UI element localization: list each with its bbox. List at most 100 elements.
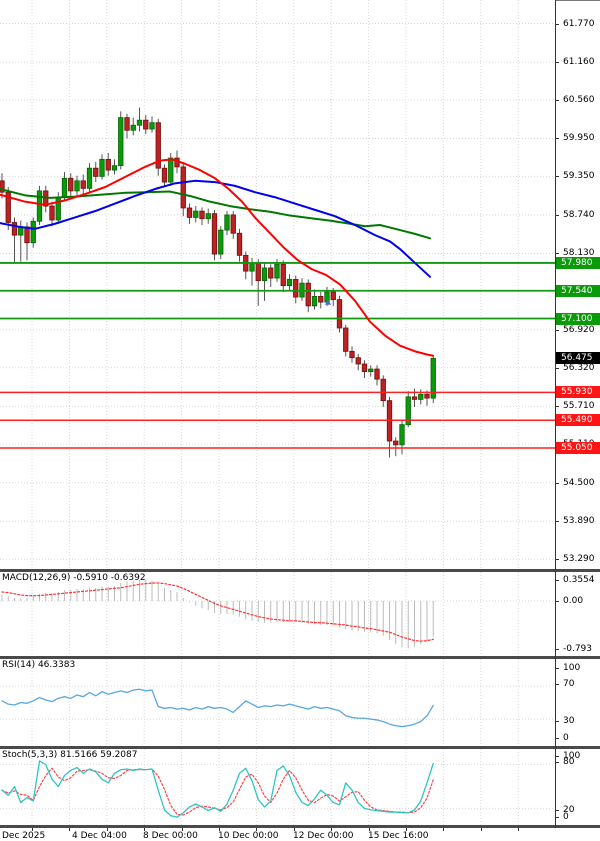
bear-candle — [186, 207, 193, 218]
axis-tick — [555, 100, 559, 101]
price-axis-border — [555, 0, 556, 828]
level-lines — [0, 262, 555, 449]
axis-tick — [555, 738, 559, 739]
rsi-title: RSI(14) 46.3383 — [2, 660, 76, 670]
bear-candle — [143, 119, 149, 130]
bear-candle — [5, 191, 11, 223]
stochastic-panel[interactable]: Stoch(5,3,3) 81.5166 59.2087 — [0, 749, 555, 825]
time-tick — [144, 828, 145, 831]
time-tick — [182, 828, 183, 831]
bear-candle — [80, 180, 86, 189]
axis-tick-label: 54.500 — [563, 478, 595, 488]
panel-separator[interactable] — [0, 569, 600, 572]
axis-tick — [555, 330, 559, 331]
price-axis[interactable]: 61.770 61.160 60.560 59.950 59.350 58.740 58.1… — [555, 0, 600, 841]
bull-candle — [149, 122, 155, 130]
bull-candle — [205, 213, 211, 220]
axis-tick-label: 61.770 — [563, 19, 595, 29]
stochastic-title: Stoch(5,3,3) 81.5166 59.2087 — [2, 750, 138, 760]
bull-candle — [193, 210, 199, 218]
bull-candle — [218, 229, 224, 255]
bear-candle — [374, 368, 380, 380]
rsi-panel[interactable]: RSI(14) 46.3383 — [0, 659, 555, 746]
bear-candle — [0, 180, 5, 193]
stochastic-chart[interactable] — [0, 749, 555, 825]
bull-candle — [74, 180, 80, 192]
bear-candle — [211, 213, 218, 255]
panel-separator[interactable] — [0, 656, 600, 659]
rsi-chart[interactable] — [0, 659, 555, 746]
bear-candle — [411, 396, 418, 400]
bear-candle — [155, 122, 161, 169]
date-label: Dec 2025 — [2, 831, 46, 841]
bear-candle — [236, 232, 243, 256]
macd-title: MACD(12,26,9) -0.5910 -0.6392 — [2, 573, 146, 583]
bear-candle — [318, 296, 324, 303]
axis-tick-label: 59.950 — [563, 133, 595, 143]
axis-tick-label: 56.920 — [563, 325, 595, 335]
moving-averages — [0, 158, 434, 357]
resistance-price-box: 57.980 — [556, 257, 600, 269]
bull-candle — [249, 262, 255, 272]
panel-separator[interactable] — [0, 746, 600, 749]
main-price-panel[interactable] — [0, 0, 555, 569]
macd-chart[interactable] — [0, 572, 555, 656]
bull-candle — [399, 424, 405, 446]
ma-green-line — [0, 188, 431, 240]
stoch-level-lines — [0, 764, 555, 809]
bull-candle — [405, 396, 411, 426]
time-tick — [107, 828, 108, 831]
bull-candle — [311, 296, 318, 307]
date-label: 12 Dec 00:00 — [293, 831, 354, 841]
date-label: 15 Dec 16:00 — [368, 831, 429, 841]
macd-signal-line — [1, 582, 434, 642]
axis-tick — [555, 406, 559, 407]
bear-candle — [361, 363, 368, 372]
bull-candle — [86, 167, 93, 189]
bear-candle — [93, 167, 99, 177]
ma-blue-line — [0, 179, 431, 278]
bull-candle — [274, 263, 280, 279]
resistance-price-box: 57.100 — [556, 313, 600, 325]
time-tick — [481, 828, 482, 831]
bull-candle — [168, 157, 174, 183]
axis-tick-label: 55.710 — [563, 401, 595, 411]
bull-candle — [30, 220, 36, 244]
time-tick — [69, 828, 70, 831]
axis-tick — [555, 138, 559, 139]
bear-candle — [355, 357, 361, 365]
axis-tick-label: 30 — [563, 716, 575, 726]
bear-candle — [393, 440, 399, 446]
axis-tick — [555, 24, 559, 25]
macd-panel[interactable]: MACD(12,26,9) -0.5910 -0.6392 — [0, 572, 555, 656]
bull-candle — [224, 214, 230, 231]
resistance-price-box: 57.540 — [556, 285, 600, 297]
bull-candle — [418, 393, 424, 400]
axis-tick-label: 0.00 — [563, 596, 584, 606]
horizontal-gridlines — [0, 23, 555, 560]
bear-candle — [343, 327, 349, 352]
panel-separator[interactable] — [0, 825, 600, 828]
bear-candle — [255, 262, 261, 282]
macd-histogram — [1, 579, 434, 649]
candlestick-chart[interactable] — [0, 0, 555, 569]
axis-tick-label: 0 — [563, 812, 569, 822]
bear-candle — [180, 166, 186, 209]
axis-tick — [555, 176, 559, 177]
axis-tick — [555, 601, 559, 602]
bear-candle — [68, 177, 74, 192]
time-axis[interactable]: Dec 2025 4 Dec 04:00 8 Dec 00:00 10 Dec 00:… — [0, 828, 600, 841]
signal-marker — [325, 299, 331, 305]
axis-tick — [555, 215, 559, 216]
axis-tick — [555, 253, 559, 254]
time-tick — [219, 828, 220, 831]
axis-tick-label: 100 — [563, 663, 581, 673]
bull-candle — [130, 124, 136, 131]
bull-candle — [261, 267, 268, 282]
bull-candle — [368, 368, 374, 372]
candle-bodies — [0, 117, 436, 446]
bear-candle — [199, 210, 205, 220]
axis-tick — [555, 721, 559, 722]
bull-candle — [136, 119, 143, 126]
vertical-gridlines — [31, 0, 519, 569]
